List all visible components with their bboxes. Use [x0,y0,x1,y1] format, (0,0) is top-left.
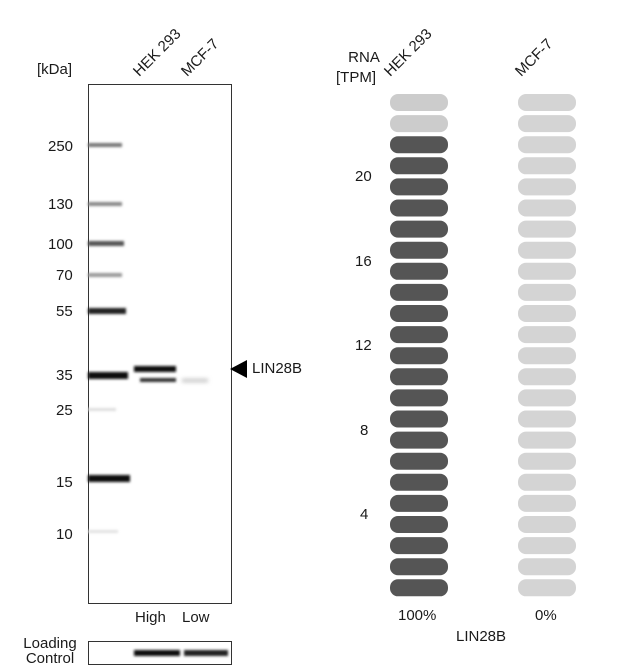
rna-segment-mcf7 [518,94,576,111]
y-tick-label: 8 [360,422,369,439]
marker-label: 100 [48,236,74,253]
rna-segment-mcf7 [518,262,576,280]
rna-segment-mcf7 [518,283,576,301]
expression-label-low: Low [182,609,210,626]
loading-control-label: Loading Control [23,635,77,667]
ladder-band-250 [88,143,122,147]
rna-segment-hek293 [390,410,448,428]
ladder-band-10 [88,530,118,533]
target-arrow-icon [230,360,247,378]
rna-segment-mcf7 [518,410,576,428]
ladder-band-55 [88,308,126,314]
ladder-band-25 [88,408,116,411]
rna-segment-hek293 [390,431,448,449]
rna-segment-hek293 [390,473,448,491]
marker-label: 70 [56,267,73,284]
rna-segment-mcf7 [518,473,576,491]
rna-segment-mcf7 [518,389,576,407]
rna-header-line1: RNA [348,49,380,66]
marker-label: 10 [56,526,73,543]
blot-panel [88,84,232,604]
marker-label: 25 [56,402,73,419]
sample-band-mcf7-faint [182,379,208,382]
rna-gene-label: LIN28B [456,628,507,645]
rna-segment-mcf7 [518,199,576,217]
rna-segment-mcf7 [518,326,576,344]
rna-segment-hek293 [390,537,448,555]
rna-segment-mcf7 [518,241,576,259]
rna-segment-hek293 [390,115,448,133]
rna-segment-hek293 [390,94,448,111]
rna-segment-mcf7 [518,178,576,196]
rna-segment-hek293 [390,389,448,407]
ladder-band-100 [88,241,124,246]
rna-segment-hek293 [390,494,448,512]
marker-label: 250 [48,138,74,155]
rna-segment-hek293 [390,199,448,217]
rna-segment-hek293 [390,452,448,470]
rna-segment-hek293 [390,241,448,259]
loading-control-panel [88,641,232,665]
rna-segment-hek293 [390,368,448,386]
rna-segment-mcf7 [518,579,576,597]
ladder-band-35 [88,372,128,379]
rna-segment-mcf7 [518,558,576,576]
rna-segment-hek293 [390,262,448,280]
rna-segment-mcf7 [518,115,576,133]
ladder-band-15 [88,475,130,482]
loading-control-band-mcf7 [184,650,228,656]
rna-segment-mcf7 [518,452,576,470]
percent-label-mcf7: 0% [535,607,557,624]
rna-segment-hek293 [390,516,448,533]
rna-segment-mcf7 [518,136,576,154]
rna-segment-mcf7 [518,157,576,175]
rna-segment-hek293 [390,558,448,576]
rna-segment-mcf7 [518,537,576,555]
marker-label: 35 [56,367,73,384]
rna-header-line2: [TPM] [336,69,376,86]
ladder-band-130 [88,202,122,206]
target-label: LIN28B [252,360,303,377]
marker-label: 15 [56,474,73,491]
rna-segment-hek293 [390,136,448,154]
marker-label: 130 [48,196,74,213]
y-tick-label: 16 [355,253,372,270]
y-tick-label: 12 [355,337,372,354]
rna-segment-mcf7 [518,431,576,449]
rna-segment-hek293 [390,283,448,301]
rna-segment-hek293 [390,178,448,196]
rna-segment-mcf7 [518,368,576,386]
y-tick-label: 20 [355,168,372,185]
rna-segment-hek293 [390,347,448,365]
marker-label: 55 [56,303,73,320]
loading-control-band-hek293 [134,650,180,656]
ladder-band-70 [88,273,122,277]
rna-segment-mcf7 [518,516,576,533]
kda-unit-label: [kDa] [37,61,73,78]
y-tick-label: 4 [360,506,369,523]
rna-segment-mcf7 [518,347,576,365]
rna-segment-mcf7 [518,305,576,322]
expression-label-high: High [135,609,166,626]
rna-segment-mcf7 [518,494,576,512]
sample-band-hek293-lower [140,378,176,382]
rna-segment-hek293 [390,220,448,238]
sample-band-hek293-upper [134,366,176,372]
rna-segment-hek293 [390,157,448,175]
rna-segment-mcf7 [518,220,576,238]
rna-segment-hek293 [390,326,448,344]
percent-label-hek293: 100% [398,607,437,624]
rna-segment-hek293 [390,305,448,322]
rna-segment-hek293 [390,579,448,597]
